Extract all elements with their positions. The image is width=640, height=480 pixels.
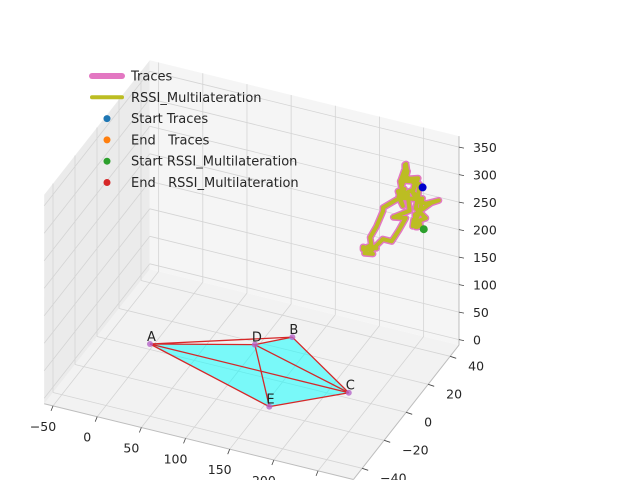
anchor-point bbox=[289, 334, 296, 341]
anchor-edge bbox=[149, 336, 293, 345]
anchor-label: D bbox=[252, 331, 262, 346]
legend-swatch-marker bbox=[103, 115, 111, 123]
legend-label: Start Traces bbox=[131, 112, 208, 127]
legend-label: Start RSSI_Multilateration bbox=[131, 155, 297, 170]
grid-z-left bbox=[43, 181, 151, 316]
z-tick-mark bbox=[458, 311, 465, 314]
anchor-point bbox=[345, 389, 352, 396]
y-tick-label: −40 bbox=[380, 470, 406, 480]
grid-z-left bbox=[43, 153, 151, 289]
grid-z-back bbox=[149, 180, 460, 258]
legend-label: End RSSI_Multilateration bbox=[131, 176, 299, 191]
legend-swatch-marker bbox=[103, 179, 111, 186]
grid-z-left bbox=[43, 98, 151, 234]
x-tick-mark bbox=[50, 405, 54, 412]
x-tick-label: 0 bbox=[83, 430, 91, 445]
x-tick-mark bbox=[227, 449, 231, 455]
back-pane bbox=[149, 60, 459, 346]
anchor-label: E bbox=[266, 393, 274, 408]
z-tick-label: 50 bbox=[473, 305, 489, 320]
anchor-edge bbox=[269, 392, 349, 408]
z-tick-label: 0 bbox=[473, 333, 481, 348]
legend-label: Traces bbox=[130, 70, 172, 85]
anchor-point bbox=[251, 341, 258, 348]
start-traces-marker bbox=[418, 183, 427, 192]
y-tick-mark bbox=[450, 355, 457, 359]
y-tick-mark bbox=[406, 411, 413, 415]
x-tick-label: 200 bbox=[252, 473, 276, 480]
trace-lines bbox=[359, 160, 443, 258]
z-tick-mark bbox=[458, 229, 465, 232]
axis-panes bbox=[44, 60, 459, 480]
y-tick-label: 0 bbox=[424, 414, 432, 429]
z-tick-label: 200 bbox=[473, 223, 497, 238]
z-tick-label: 150 bbox=[473, 250, 497, 265]
z-tick-mark bbox=[458, 284, 465, 287]
legend-label: RSSI_Multilateration bbox=[131, 91, 262, 106]
grid-z-left bbox=[43, 263, 151, 399]
x-tick-label: 150 bbox=[208, 462, 232, 477]
y-tick-mark bbox=[384, 439, 391, 443]
grid-z-back bbox=[149, 70, 460, 148]
grid-y-floor bbox=[74, 364, 385, 441]
legend: Traces RSSI_Multilateration Start Traces En… bbox=[89, 70, 299, 191]
axis-lines bbox=[44, 136, 460, 480]
grid-z-left bbox=[43, 126, 151, 261]
y-tick-label: 20 bbox=[446, 386, 462, 401]
anchor-edge bbox=[254, 344, 350, 394]
anchor-edge bbox=[149, 343, 349, 394]
x-tick-label: 100 bbox=[164, 451, 188, 466]
x-tick-mark bbox=[315, 470, 319, 476]
z-tick-label: 100 bbox=[473, 278, 497, 293]
start-end-markers bbox=[418, 183, 428, 234]
z-tick-mark bbox=[458, 339, 465, 342]
y-tick-label: 40 bbox=[468, 358, 484, 373]
grid-y-floor bbox=[140, 280, 451, 357]
anchor-label: C bbox=[346, 379, 355, 394]
z-tick-label: 250 bbox=[473, 195, 497, 210]
anchor-edge bbox=[291, 336, 350, 394]
x-tick-mark bbox=[271, 459, 275, 466]
z-tick-mark bbox=[458, 201, 465, 204]
legend-swatch-marker bbox=[103, 157, 111, 165]
x-tick-mark bbox=[138, 427, 142, 433]
anchor-label: B bbox=[289, 323, 298, 338]
z-tick-mark bbox=[458, 256, 465, 259]
anchor-fill bbox=[150, 337, 349, 407]
grid-y-floor bbox=[52, 392, 363, 469]
grid-z-back bbox=[149, 235, 460, 313]
x-tick-mark bbox=[183, 438, 186, 444]
anchor-edge bbox=[149, 343, 255, 346]
anchor-polygon: A B C D E bbox=[147, 323, 355, 410]
x-tick-label: 50 bbox=[123, 441, 139, 456]
anchor-point bbox=[147, 341, 153, 347]
z-tick-label: 300 bbox=[473, 168, 497, 183]
y-tick-mark bbox=[428, 383, 435, 387]
x-tick-label: −50 bbox=[30, 419, 56, 434]
y-tick-mark bbox=[362, 467, 369, 471]
legend-label: End Traces bbox=[131, 133, 210, 148]
anchor-edge bbox=[254, 336, 293, 346]
z-tick-label: 350 bbox=[473, 140, 497, 155]
grid-z-back bbox=[149, 208, 460, 286]
start-rssi-marker bbox=[419, 225, 428, 234]
anchor-edge bbox=[149, 343, 270, 408]
grid-z-left bbox=[43, 236, 151, 371]
anchor-point bbox=[266, 403, 273, 410]
tick-labels: −50 0 50 100 150 200 250 −40 −20 0 20 40 0 50 100 150 20… bbox=[30, 140, 497, 480]
x-axis-line bbox=[44, 403, 354, 480]
grid-z-left bbox=[43, 71, 151, 206]
anchor-edge bbox=[254, 344, 270, 407]
legend-swatch-marker bbox=[103, 136, 111, 144]
z-tick-mark bbox=[458, 146, 465, 149]
anchor-label: A bbox=[147, 330, 156, 345]
rssi-multilateration-line bbox=[361, 162, 441, 256]
z-tick-mark bbox=[458, 174, 465, 177]
y-axis-line bbox=[352, 344, 460, 480]
grid-z-back bbox=[149, 263, 460, 341]
y-tick-label: −20 bbox=[402, 442, 428, 457]
grid-z-left bbox=[43, 208, 151, 344]
x-tick-mark bbox=[94, 416, 98, 422]
